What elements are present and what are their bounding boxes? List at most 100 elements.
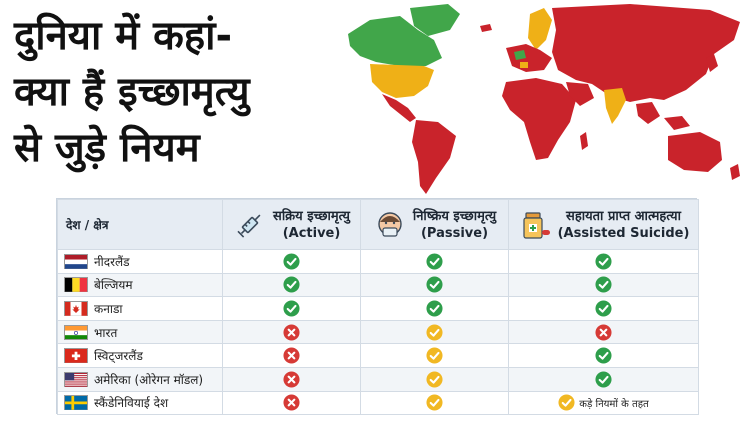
medicine-bottle-icon	[522, 211, 550, 239]
country-name: अमेरिका (ओरेगन मॉडल)	[94, 372, 204, 387]
map-usa	[370, 64, 434, 98]
country-name: स्कैंडेनिवियाई देश	[94, 396, 169, 411]
table-row: स्कैंडेनिवियाई देश कड़े नियमों के तहत	[57, 390, 699, 416]
column-header-active: सक्रिय इच्छामृत्यु (Active)	[222, 199, 361, 250]
map-greenland	[410, 4, 460, 36]
country-name: स्विट्जरलैंड	[94, 349, 143, 364]
country-name: बेल्जियम	[94, 278, 133, 293]
country-name: भारत	[94, 325, 118, 340]
status-cell-passive	[360, 343, 509, 368]
status-cell-assisted	[508, 296, 699, 321]
check-icon	[595, 276, 612, 293]
conditional-check-icon	[426, 324, 443, 341]
map-europe	[506, 44, 552, 72]
cross-icon	[595, 324, 612, 341]
table-row: नीदरलैंड	[57, 249, 699, 274]
country-cell: नीदरलैंड	[57, 249, 223, 274]
conditional-check-icon	[426, 394, 443, 411]
status-cell-passive	[360, 296, 509, 321]
status-note: कड़े नियमों के तहत	[579, 398, 649, 410]
cross-icon	[283, 347, 300, 364]
map-australia	[668, 132, 722, 172]
check-icon	[426, 253, 443, 270]
headline-line-1: दुनिया में कहां-	[14, 13, 233, 59]
table-header-row: देश / क्षेत्र	[57, 199, 699, 250]
status-cell-assisted	[508, 366, 699, 392]
column-header-passive: निष्क्रिय इच्छामृत्यु (Passive)	[360, 199, 509, 250]
column-title-assisted: सहायता प्राप्त आत्महत्या	[566, 208, 681, 224]
flag-belgium-icon	[64, 277, 88, 293]
table-row: बेल्जियम	[57, 272, 699, 298]
flag-canada-icon	[64, 300, 88, 316]
sick-person-icon	[378, 211, 402, 237]
check-icon	[426, 276, 443, 293]
headline-line-3: से जुड़े नियम	[14, 125, 200, 171]
country-column-header: देश / क्षेत्र	[57, 199, 223, 250]
cross-icon	[283, 371, 300, 388]
status-cell-assisted	[508, 343, 699, 368]
status-cell-active	[222, 390, 361, 416]
status-cell-assisted	[508, 272, 699, 298]
column-subtitle-active: (Active)	[282, 225, 341, 241]
status-cell-passive	[360, 249, 509, 274]
table-row: कनाडा	[57, 296, 699, 321]
map-switzerland	[520, 62, 528, 68]
conditional-check-icon	[426, 371, 443, 388]
map-india	[604, 88, 626, 124]
flag-sweden-icon	[64, 395, 88, 411]
status-cell-passive	[360, 390, 509, 416]
check-icon	[283, 300, 300, 317]
check-icon	[595, 300, 612, 317]
status-cell-assisted	[508, 319, 699, 345]
map-canada	[348, 16, 442, 66]
status-cell-assisted: कड़े नियमों के तहत	[508, 390, 699, 416]
status-cell-passive	[360, 319, 509, 345]
conditional-check-icon	[426, 347, 443, 364]
status-cell-active	[222, 343, 361, 368]
check-icon	[283, 276, 300, 293]
syringe-icon	[237, 214, 261, 238]
status-cell-active	[222, 296, 361, 321]
euthanasia-laws-table: देश / क्षेत्र	[56, 198, 699, 416]
cross-icon	[283, 394, 300, 411]
country-cell: कनाडा	[57, 296, 223, 321]
check-icon	[426, 300, 443, 317]
column-title-passive: निष्क्रिय इच्छामृत्यु	[412, 208, 497, 224]
check-icon	[595, 347, 612, 364]
status-cell-active	[222, 249, 361, 274]
country-name: नीदरलैंड	[94, 254, 130, 269]
table-body: नीदरलैंड बेल्जियम कनाडा भारत स्विट्जरलैंड अमे…	[57, 249, 699, 416]
country-cell: बेल्जियम	[57, 272, 223, 298]
status-cell-active	[222, 366, 361, 392]
check-icon	[595, 371, 612, 388]
map-south-america	[412, 120, 456, 194]
check-icon	[595, 253, 612, 270]
flag-switzerland-icon	[64, 348, 88, 364]
headline-line-2: क्या हैं इच्छामृत्यु	[14, 69, 250, 115]
flag-usa-icon	[64, 371, 88, 387]
country-name: कनाडा	[94, 301, 123, 316]
table-row: भारत	[57, 319, 699, 345]
check-icon	[283, 253, 300, 270]
status-cell-passive	[360, 366, 509, 392]
cross-icon	[283, 324, 300, 341]
country-cell: भारत	[57, 319, 223, 345]
column-header-assisted: सहायता प्राप्त आत्महत्या (Assisted Suici…	[508, 199, 699, 250]
status-cell-active	[222, 319, 361, 345]
world-map	[348, 4, 740, 194]
table-row: अमेरिका (ओरेगन मॉडल)	[57, 366, 699, 392]
map-asia	[552, 4, 740, 102]
flag-netherlands-icon	[64, 253, 88, 269]
flag-india-icon	[64, 324, 88, 340]
headline: दुनिया में कहां- क्या हैं इच्छामृत्यु से…	[14, 8, 334, 176]
column-subtitle-assisted: (Assisted Suicide)	[557, 225, 690, 241]
status-cell-passive	[360, 272, 509, 298]
table-row: स्विट्जरलैंड	[57, 343, 699, 368]
map-benelux	[514, 50, 526, 60]
conditional-check-icon	[558, 394, 575, 411]
column-subtitle-passive: (Passive)	[420, 225, 489, 241]
map-scandinavia	[528, 8, 552, 50]
country-cell: स्विट्जरलैंड	[57, 343, 223, 368]
map-africa	[502, 78, 576, 160]
country-cell: अमेरिका (ओरेगन मॉडल)	[57, 366, 223, 392]
